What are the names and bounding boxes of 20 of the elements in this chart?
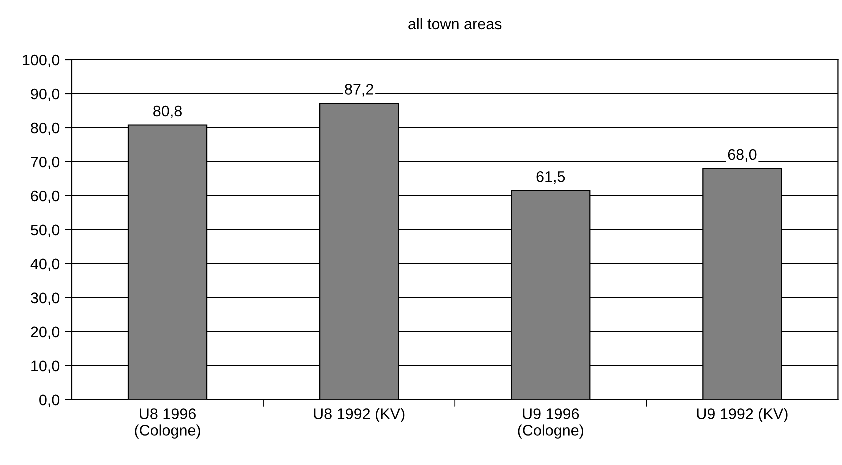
y-tick-label: 80,0 (31, 122, 60, 136)
chart-title: all town areas (408, 18, 502, 30)
data-label: 61,5 (536, 171, 566, 184)
y-tick-label: 60,0 (31, 190, 60, 204)
x-tick-label: U8 1992 (KV) (314, 408, 405, 422)
y-tick-label: 100,0 (23, 54, 60, 68)
y-tick-label: 40,0 (30, 258, 60, 272)
data-label: 80,8 (154, 106, 182, 118)
y-tick-label: 90,0 (31, 88, 60, 102)
data-label: 68,0 (728, 149, 757, 162)
y-tick-label: 50,0 (31, 224, 60, 238)
data-label: 87,2 (345, 84, 374, 97)
y-tick-label: 0,0 (40, 394, 60, 408)
y-tick-label: 20,0 (31, 326, 60, 340)
x-tick-label: U9 1996 (Cologne) (518, 408, 584, 439)
y-tick-label: 30,0 (31, 292, 60, 306)
x-tick-label: U9 1992 (KV) (697, 408, 788, 422)
y-tick-label: 10,0 (32, 360, 60, 374)
x-tick-label: U8 1996 (Cologne) (135, 408, 200, 439)
y-tick-label: 70,0 (31, 156, 60, 170)
